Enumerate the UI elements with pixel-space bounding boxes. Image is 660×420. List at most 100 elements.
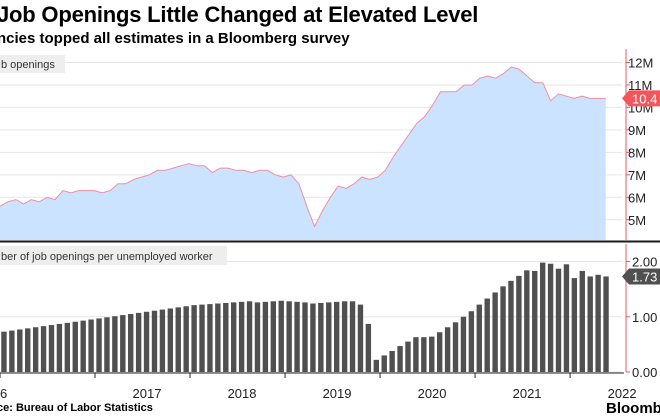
ratio-bar xyxy=(167,308,174,372)
y-tick-label-bottom: 2.00 xyxy=(632,255,657,270)
ratio-bar xyxy=(326,302,332,372)
ratio-bar xyxy=(112,316,118,372)
ratio-bar xyxy=(80,320,86,372)
ratio-bar xyxy=(64,322,71,372)
ratio-bar xyxy=(587,276,593,372)
y-tick-label-top: 5M xyxy=(628,213,646,228)
ratio-bar xyxy=(381,355,387,372)
ratio-bar xyxy=(421,337,427,372)
chart-subtitle: ncies topped all estimates in a Bloomber… xyxy=(0,30,350,47)
ratio-bar xyxy=(25,328,31,372)
ratio-bar xyxy=(40,326,47,372)
last-value-label-top: 10.4 xyxy=(632,91,657,106)
job-openings-area xyxy=(0,67,606,240)
ratio-bar xyxy=(468,311,475,372)
ratio-bar xyxy=(429,336,435,372)
ratio-bar xyxy=(215,303,221,372)
ratio-bar xyxy=(357,304,364,372)
last-value-callout-top xyxy=(622,90,660,107)
ratio-bar xyxy=(397,346,403,372)
x-tick-label: 6 xyxy=(0,386,7,401)
legend-label-top: b openings xyxy=(1,59,55,71)
ratio-bar xyxy=(48,325,55,372)
ratio-bar xyxy=(365,323,372,372)
chart-title: Job Openings Little Changed at Elevated … xyxy=(0,2,479,27)
y-tick-label-top: 8M xyxy=(628,145,646,160)
ratio-bar xyxy=(246,301,253,372)
job-openings-line xyxy=(0,66,606,228)
ratio-bar xyxy=(341,301,348,372)
ratio-bar xyxy=(460,316,467,372)
ratio-bar xyxy=(207,304,213,372)
ratio-bar xyxy=(1,331,7,372)
ratio-bar xyxy=(238,301,245,372)
ratio-bar xyxy=(72,321,78,372)
ratio-bar xyxy=(128,314,134,372)
ratio-bar xyxy=(492,292,498,372)
y-tick-label-bottom: 0.00 xyxy=(632,365,657,380)
ratio-bar xyxy=(373,359,379,372)
legend-label-bottom: ber of job openings per unemployed worke… xyxy=(1,251,213,263)
source-note: ce: Bureau of Labor Statistics xyxy=(0,402,153,414)
ratio-bar xyxy=(159,309,166,372)
ratio-bar xyxy=(294,301,300,372)
x-tick-label: 2022 xyxy=(608,386,637,401)
ratio-bar xyxy=(302,302,308,372)
x-tick-label: 2021 xyxy=(513,386,542,401)
ratio-bar xyxy=(484,298,490,372)
ratio-bar xyxy=(413,337,419,372)
ratio-bar xyxy=(349,301,356,372)
x-tick-label: 2020 xyxy=(418,386,447,401)
ratio-bar xyxy=(310,303,316,372)
ratio-bar xyxy=(476,304,482,372)
ratio-bar xyxy=(270,301,277,372)
ratio-bar xyxy=(405,341,411,372)
ratio-bar xyxy=(254,302,261,372)
ratio-bar xyxy=(262,301,269,372)
x-tick-label: 2018 xyxy=(228,386,257,401)
x-tick-label: 2017 xyxy=(133,386,162,401)
ratio-bar xyxy=(143,311,150,372)
ratio-bar xyxy=(278,300,284,372)
ratio-bar xyxy=(318,302,324,372)
ratio-bar xyxy=(88,319,94,372)
ratio-bar xyxy=(17,329,23,372)
legend-box-bottom xyxy=(0,246,227,265)
ratio-bar xyxy=(151,310,158,372)
ratio-bar xyxy=(532,270,538,372)
ratio-bar xyxy=(603,276,609,372)
ratio-bar xyxy=(524,270,530,372)
ratio-bar xyxy=(500,286,506,372)
ratio-bar xyxy=(452,322,459,372)
bloomberg-logo: Bloomberg xyxy=(606,400,660,417)
x-tick-label: 2019 xyxy=(323,386,352,401)
y-tick-label-top: 6M xyxy=(628,190,646,205)
ratio-bar xyxy=(96,318,102,372)
ratio-bar xyxy=(579,270,585,372)
last-value-callout-bottom xyxy=(622,268,660,285)
ratio-bar xyxy=(389,351,395,372)
ratio-bar xyxy=(135,312,142,372)
ratio-bar xyxy=(32,327,39,372)
y-tick-label-bottom: 1.00 xyxy=(632,310,657,325)
y-tick-label-top: 9M xyxy=(628,123,646,138)
ratio-bar xyxy=(555,268,562,372)
ratio-bar xyxy=(175,307,181,372)
y-tick-label-top: 11M xyxy=(628,78,652,93)
ratio-bar xyxy=(231,302,237,372)
legend-box-top xyxy=(0,55,65,73)
ratio-bar xyxy=(444,327,451,372)
ratio-bar xyxy=(199,304,205,372)
ratio-bar xyxy=(191,305,197,372)
ratio-bar xyxy=(9,330,15,372)
ratio-bar xyxy=(223,302,229,372)
ratio-bar xyxy=(563,264,570,372)
ratio-bar xyxy=(286,301,292,372)
ratio-bar xyxy=(183,306,189,372)
ratio-bar xyxy=(333,301,340,372)
ratio-bar xyxy=(539,262,546,372)
ratio-bar xyxy=(56,323,63,372)
ratio-bar xyxy=(104,317,110,372)
ratio-bar xyxy=(120,315,126,372)
